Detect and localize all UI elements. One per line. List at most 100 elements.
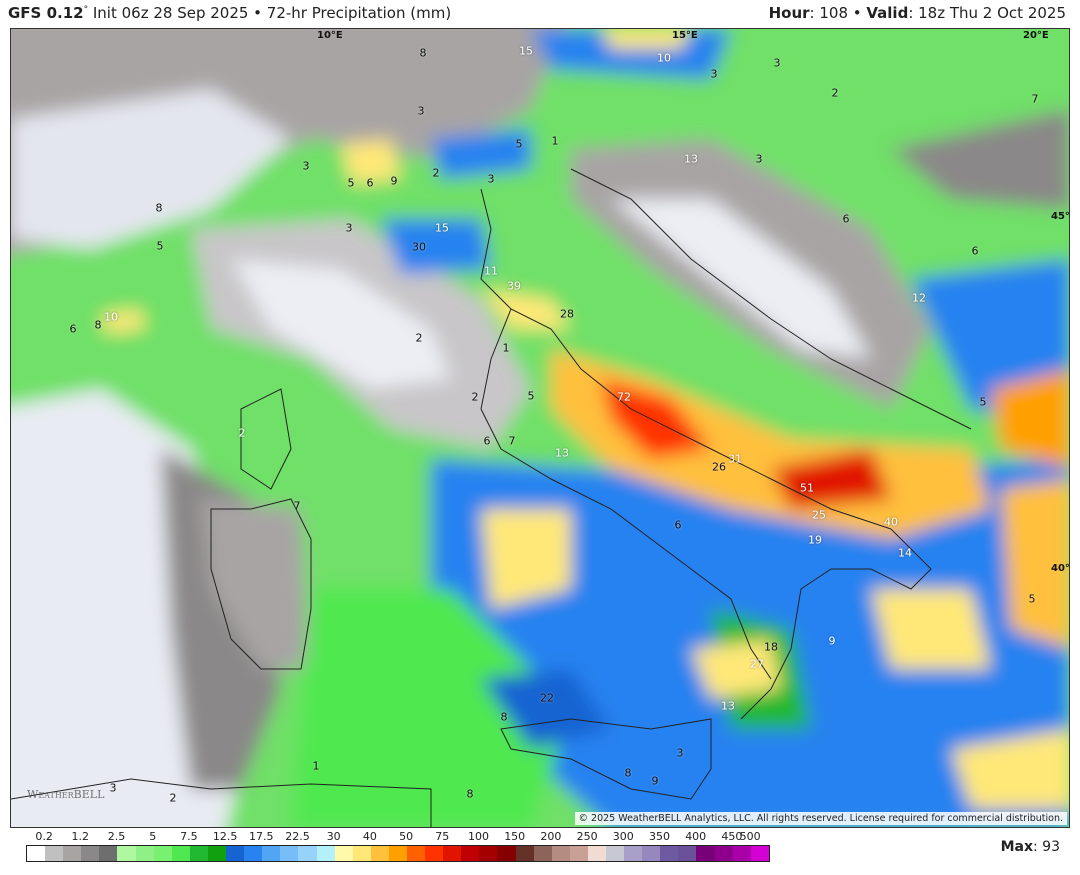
precip-value-label: 13 — [721, 699, 735, 713]
precip-value-label: 30 — [412, 240, 426, 254]
legend-swatch — [189, 846, 208, 861]
legend-swatch — [515, 846, 534, 861]
precip-value-label: 8 — [94, 318, 102, 332]
precip-value-label: 6 — [483, 434, 491, 448]
legend-swatch — [642, 846, 661, 861]
precip-value-label: 26 — [712, 460, 726, 474]
precip-value-label: 3 — [345, 221, 353, 235]
legend-swatch — [678, 846, 697, 861]
precip-value-label: 28 — [560, 307, 574, 321]
precip-value-label: 13 — [555, 446, 569, 460]
precip-value-label: 2 — [238, 426, 246, 440]
legend-swatch — [388, 846, 407, 861]
color-legend — [26, 845, 770, 862]
valid-label: Valid — [866, 4, 909, 22]
legend-tick-label: 300 — [612, 830, 634, 843]
precip-value-label: 15 — [519, 44, 533, 58]
legend-swatch — [63, 846, 82, 861]
legend-swatch — [587, 846, 606, 861]
precip-value-label: 3 — [710, 67, 718, 81]
precip-value-label: 10 — [104, 310, 118, 324]
precip-value-label: 3 — [676, 746, 684, 760]
legend-tick-label: 0.2 — [35, 830, 53, 843]
precip-value-label: 39 — [507, 279, 521, 293]
legend-swatch — [461, 846, 480, 861]
legend-swatch — [81, 846, 100, 861]
precip-value-label: 18 — [764, 640, 778, 654]
precip-value-label: 19 — [808, 533, 822, 547]
precip-value-label: 7 — [508, 434, 516, 448]
precip-value-label: 3 — [302, 159, 310, 173]
precip-value-label: 1 — [551, 134, 559, 148]
precip-value-label: 3 — [487, 172, 495, 186]
legend-swatch — [714, 846, 733, 861]
legend-tick-label: 30 — [326, 830, 341, 843]
precip-value-label: 1 — [502, 341, 510, 355]
coastlines — [11, 168, 972, 827]
precip-value-label: 6 — [366, 176, 374, 190]
legend-swatch — [352, 846, 371, 861]
precip-value-label: 40 — [884, 515, 898, 529]
precip-value-label: 10 — [657, 51, 671, 65]
precip-value-label: 9 — [390, 174, 398, 188]
precip-value-label: 11 — [484, 264, 498, 278]
precipitation-map: 8 15 10 3 3 2 7 3 1 5 13 3 3 5 6 9 2 3 8 5 6 15 30 6 3 11 39 28 12 10… — [10, 28, 1070, 828]
precip-value-label: 2 — [169, 791, 177, 805]
legend-swatch — [27, 846, 46, 861]
legend-swatch — [551, 846, 570, 861]
precip-value-label: 2 — [415, 331, 423, 345]
hour-label: Hour — [768, 4, 810, 22]
legend-swatch — [99, 846, 118, 861]
legend-tick-label: 12.5 — [212, 830, 238, 843]
grid-coordinate-label: 20°E — [1023, 30, 1049, 41]
precip-value-label: 1 — [312, 759, 320, 773]
grid-coordinate-label: 15°E — [672, 30, 698, 41]
legend-swatch — [117, 846, 136, 861]
precip-value-label: 22 — [540, 691, 554, 705]
valid-value: : 18z Thu 2 Oct 2025 — [908, 4, 1066, 22]
legend-tick-label: 50 — [399, 830, 414, 843]
legend-swatch — [280, 846, 299, 861]
legend-swatch — [425, 846, 444, 861]
precip-value-label: 8 — [624, 766, 632, 780]
legend-swatch — [45, 846, 64, 861]
legend-swatch — [479, 846, 498, 861]
precip-value-label: 9 — [828, 634, 836, 648]
legend-swatch — [153, 846, 172, 861]
precip-value-label: 72 — [617, 390, 631, 404]
precip-value-label: 14 — [898, 546, 912, 560]
grid-coordinate-label: 40°N — [1051, 563, 1070, 574]
legend-tick-label: 250 — [576, 830, 598, 843]
precip-value-label: 25 — [812, 508, 826, 522]
grid-coordinate-label: 45°N — [1051, 211, 1070, 222]
legend-tick-label: 450 — [721, 830, 743, 843]
legend-swatch — [171, 846, 190, 861]
weatherbell-logo: WEATHERBELL — [27, 788, 105, 801]
precip-value-label: 31 — [728, 452, 742, 466]
legend-tick-label: 75 — [435, 830, 450, 843]
precip-value-label: 5 — [347, 176, 355, 190]
legend-swatch — [262, 846, 281, 861]
precip-value-label: 6 — [674, 518, 682, 532]
legend-tick-label: 17.5 — [249, 830, 274, 843]
legend-tick-label: 350 — [649, 830, 670, 843]
max-number: : 93 — [1033, 839, 1060, 855]
precip-value-label: 51 — [800, 481, 814, 495]
precip-value-label: 6 — [971, 244, 979, 258]
precip-value-label: 7 — [293, 499, 301, 513]
map-title: GFS 0.12° Init 06z 28 Sep 2025 • 72-hr P… — [8, 4, 451, 22]
legend-swatch — [244, 846, 263, 861]
legend-swatch — [533, 846, 552, 861]
legend-swatch — [207, 846, 227, 861]
degree-sign: ° — [83, 5, 89, 15]
legend-tick-label: 5 — [149, 830, 157, 843]
legend-tick-label: 1.2 — [71, 830, 90, 843]
precip-value-label: 6 — [69, 322, 77, 336]
legend-tick-label: 150 — [504, 830, 526, 843]
precip-value-label: 15 — [435, 221, 449, 235]
legend-swatch — [696, 846, 715, 861]
legend-swatch — [750, 846, 769, 861]
max-label: Max — [1000, 839, 1034, 855]
precip-value-label: 2 — [471, 390, 479, 404]
legend-tick-label: 7.5 — [180, 830, 198, 843]
